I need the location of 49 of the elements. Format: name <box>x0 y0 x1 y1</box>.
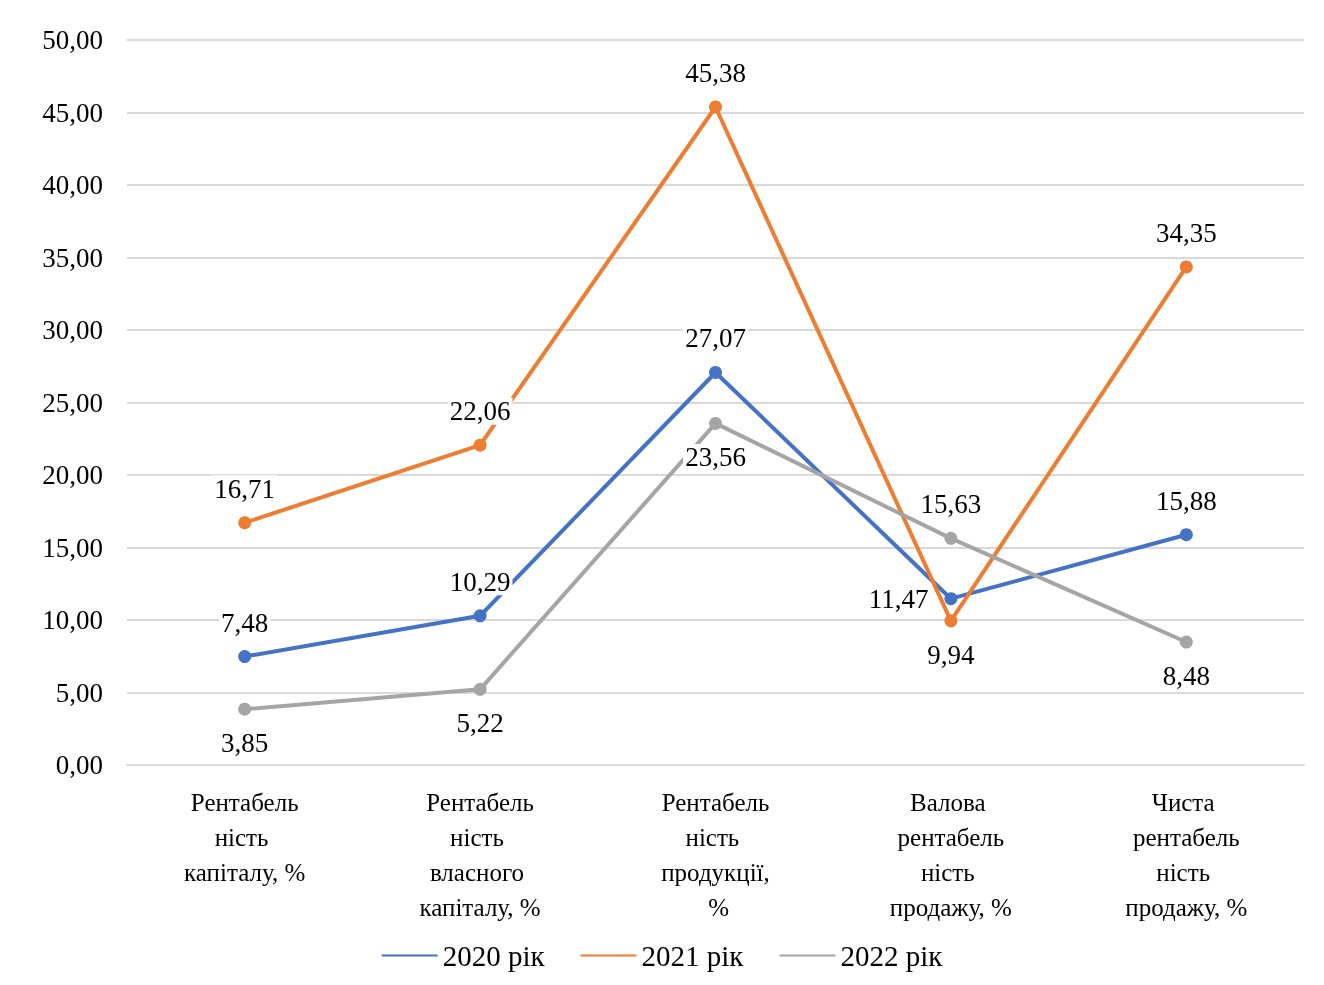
point <box>238 650 252 664</box>
point <box>238 516 252 530</box>
x-tick-label: Чиста рентабельність продажу, % <box>1125 789 1248 921</box>
point <box>709 365 722 379</box>
y-tick-label: 25,00 <box>42 387 103 418</box>
point <box>944 614 958 628</box>
point <box>473 609 487 623</box>
data-label: 23,56 <box>685 442 746 473</box>
x-tick-label: Рентабельність капіталу, % <box>184 789 306 886</box>
y-tick-label: 0,00 <box>55 750 103 780</box>
y-tick-label: 5,00 <box>55 677 103 708</box>
x-tick-label: Рентабельність власного капіталу, % <box>419 789 541 921</box>
point <box>944 531 958 545</box>
x-tick-label: Рентабельність продукції, % <box>661 789 770 921</box>
x-tick-label: Валова рентабельність продажу, % <box>889 789 1012 921</box>
data-label: 7,48 <box>221 607 269 638</box>
data-label: 8,48 <box>1162 661 1210 692</box>
point <box>1179 528 1193 542</box>
legend-label: 2022 рік <box>840 939 944 972</box>
point <box>473 438 487 452</box>
point <box>709 416 722 430</box>
data-label: 11,47 <box>868 583 929 614</box>
data-label: 16,71 <box>214 473 276 504</box>
y-tick-label: 45,00 <box>42 97 103 128</box>
y-tick-label: 15,00 <box>42 532 103 563</box>
point <box>1179 635 1193 649</box>
legend-label: 2021 рік <box>641 939 745 972</box>
data-label: 3,85 <box>221 728 269 759</box>
point <box>473 682 487 696</box>
point <box>1179 260 1193 274</box>
y-tick-label: 10,00 <box>42 605 103 635</box>
data-label: 9,94 <box>927 639 976 670</box>
y-tick-label: 50,00 <box>42 25 103 55</box>
legend-label: 2020 рік <box>442 939 546 972</box>
data-label: 34,35 <box>1155 217 1217 248</box>
data-label: 15,63 <box>920 489 982 520</box>
point <box>944 592 958 606</box>
y-tick-label: 20,00 <box>42 460 103 490</box>
data-label: 27,07 <box>685 323 746 354</box>
data-label: 5,22 <box>456 708 504 739</box>
data-label: 10,29 <box>449 566 511 597</box>
y-tick-label: 40,00 <box>42 170 103 200</box>
point <box>238 702 252 716</box>
data-label: 22,06 <box>449 396 511 427</box>
y-tick-label: 35,00 <box>42 242 103 273</box>
data-label: 15,88 <box>1155 485 1217 516</box>
data-label: 45,38 <box>685 57 746 88</box>
y-tick-label: 30,00 <box>42 315 103 345</box>
point <box>709 100 722 114</box>
